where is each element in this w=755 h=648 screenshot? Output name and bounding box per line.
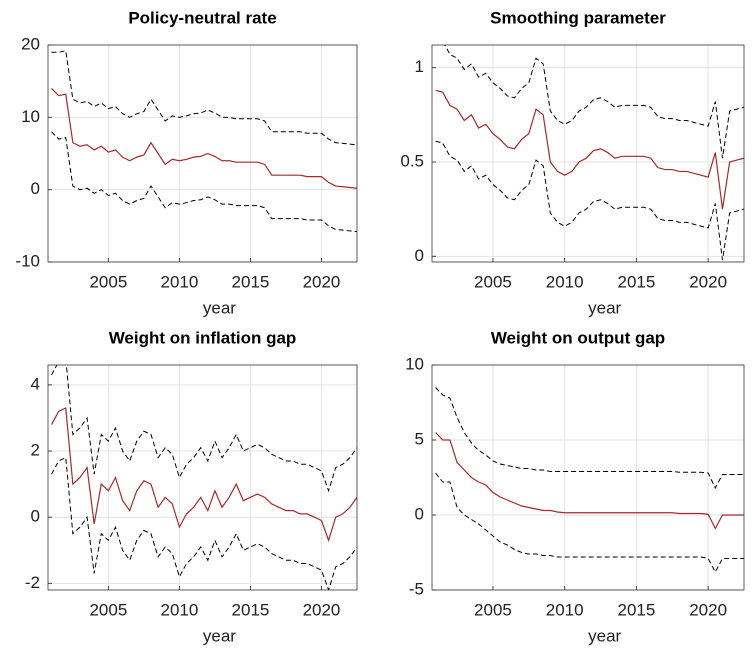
chart-title: Policy-neutral rate: [128, 8, 276, 27]
axes-frame: [47, 364, 358, 591]
x-tick-label: 2010: [160, 272, 198, 291]
series-line: [51, 456, 357, 590]
series-line: [51, 87, 357, 189]
y-tick-label: -5: [409, 579, 424, 598]
x-tick-label: 2005: [474, 272, 512, 291]
y-tick-label: 1: [415, 57, 424, 76]
series-line: [435, 89, 744, 210]
x-tick-label: 2005: [89, 272, 127, 291]
chart-title: Weight on inflation gap: [109, 328, 297, 347]
x-tick-label: 2015: [617, 272, 655, 291]
axes-frame: [431, 44, 745, 263]
series-line: [51, 407, 357, 543]
axes-frame: [47, 44, 358, 263]
y-tick-label: 0: [31, 179, 40, 198]
plot-area: [51, 50, 357, 233]
series-line: [51, 50, 357, 146]
y-tick-label: 5: [415, 429, 424, 448]
x-axis-label: year: [203, 626, 236, 645]
y-tick-label: 0: [31, 507, 40, 526]
plot-area: [51, 365, 357, 590]
x-tick-label: 2015: [617, 600, 655, 619]
series-line: [435, 432, 744, 530]
x-tick-label: 2020: [689, 272, 727, 291]
y-tick-label: 0: [415, 246, 424, 265]
series-line: [51, 131, 357, 233]
axes-frame: [431, 364, 745, 591]
chart-title: Weight on output gap: [491, 328, 665, 347]
x-tick-label: 2010: [546, 600, 584, 619]
plot-area: [435, 387, 744, 574]
x-tick-label: 2015: [232, 600, 270, 619]
x-tick-label: 2010: [546, 272, 584, 291]
y-tick-label: -2: [25, 573, 40, 592]
series-line: [444, 45, 744, 159]
chart-title: Smoothing parameter: [490, 8, 666, 27]
x-tick-label: 2005: [89, 600, 127, 619]
y-tick-label: 20: [21, 34, 40, 53]
series-line: [435, 140, 744, 261]
x-tick-label: 2020: [303, 272, 341, 291]
x-tick-label: 2005: [474, 600, 512, 619]
x-tick-label: 2015: [232, 272, 270, 291]
y-tick-label: 0: [415, 504, 424, 523]
y-tick-label: 10: [21, 107, 40, 126]
series-line: [435, 472, 744, 574]
x-tick-label: 2020: [689, 600, 727, 619]
plot-background: [432, 365, 744, 590]
plot-background: [432, 45, 744, 262]
series-line: [51, 365, 357, 493]
plot-background: [48, 45, 357, 262]
y-tick-label: 10: [405, 354, 424, 373]
x-tick-label: 2020: [303, 600, 341, 619]
x-axis-label: year: [203, 298, 236, 317]
y-tick-label: -10: [15, 251, 40, 270]
x-tick-label: 2010: [160, 600, 198, 619]
series-line: [435, 387, 744, 490]
x-axis-label: year: [588, 626, 621, 645]
y-tick-label: 0.5: [400, 151, 424, 170]
y-tick-label: 4: [31, 374, 40, 393]
y-tick-label: 2: [31, 441, 40, 460]
x-axis-label: year: [588, 298, 621, 317]
plot-area: [435, 45, 744, 261]
plot-background: [48, 365, 357, 590]
